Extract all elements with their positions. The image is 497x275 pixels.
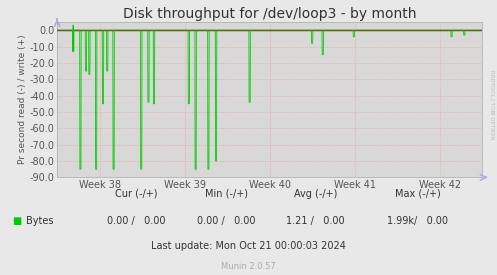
Text: Last update: Mon Oct 21 00:00:03 2024: Last update: Mon Oct 21 00:00:03 2024 (151, 241, 346, 251)
Text: Bytes: Bytes (26, 216, 53, 226)
Text: Min (-/+): Min (-/+) (205, 189, 248, 199)
Text: ■: ■ (12, 216, 22, 226)
Text: RRDTOOL / TOBI OETIKER: RRDTOOL / TOBI OETIKER (490, 70, 495, 139)
Text: 1.21 /   0.00: 1.21 / 0.00 (286, 216, 345, 226)
Text: Max (-/+): Max (-/+) (395, 189, 440, 199)
Text: 0.00 /   0.00: 0.00 / 0.00 (107, 216, 166, 226)
Title: Disk throughput for /dev/loop3 - by month: Disk throughput for /dev/loop3 - by mont… (123, 7, 416, 21)
Y-axis label: Pr second read (-) / write (+): Pr second read (-) / write (+) (17, 35, 27, 164)
Text: Munin 2.0.57: Munin 2.0.57 (221, 262, 276, 271)
Text: 0.00 /   0.00: 0.00 / 0.00 (197, 216, 255, 226)
Text: 1.99k/   0.00: 1.99k/ 0.00 (387, 216, 448, 226)
Text: Avg (-/+): Avg (-/+) (294, 189, 337, 199)
Text: Cur (-/+): Cur (-/+) (115, 189, 158, 199)
